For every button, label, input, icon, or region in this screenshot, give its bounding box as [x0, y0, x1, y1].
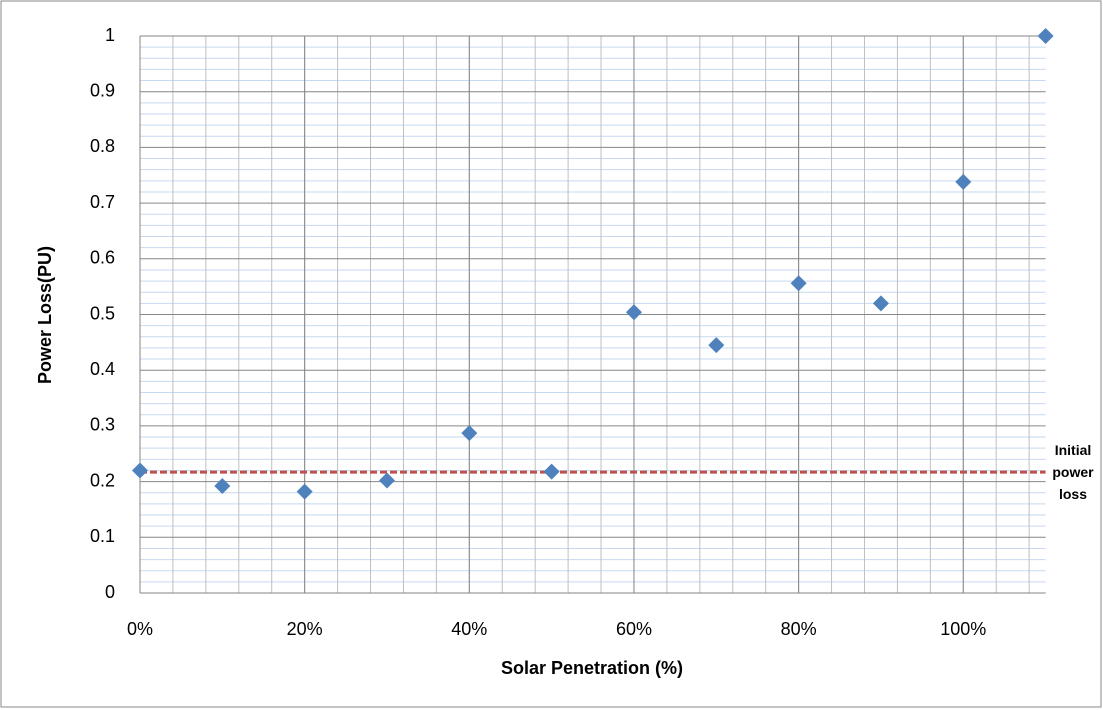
marker [378, 472, 395, 489]
x-tick-label: 80% [781, 619, 817, 639]
marker [1037, 28, 1054, 44]
y-tick-label: 0.8 [90, 136, 115, 156]
y-tick-label: 1 [105, 25, 115, 45]
x-tick-label: 40% [451, 619, 487, 639]
y-tick-label: 0.2 [90, 470, 115, 490]
y-tick-label: 0.7 [90, 192, 115, 212]
marker [872, 295, 889, 312]
x-tick-label: 20% [287, 619, 323, 639]
x-axis-title: Solar Penetration (%) [501, 658, 683, 678]
y-tick-label: 0.9 [90, 80, 115, 100]
marker [132, 462, 148, 479]
reference-label: Initial power loss [1052, 442, 1094, 503]
marker [790, 275, 807, 292]
x-tick-label: 60% [616, 619, 652, 639]
marker [461, 425, 478, 442]
y-tick-label: 0.5 [90, 303, 115, 323]
marker [708, 337, 725, 354]
y-tick-label: 0.3 [90, 415, 115, 435]
y-axis-title: Power Loss(PU) [35, 246, 55, 384]
y-tick-label: 0.6 [90, 248, 115, 268]
x-tick-label: 100% [940, 619, 986, 639]
marker [214, 478, 231, 495]
marker [543, 463, 560, 480]
y-tick-label: 0.4 [90, 359, 115, 379]
marker [296, 483, 313, 500]
y-tick-label: 0 [105, 582, 115, 602]
y-tick-label: 0.1 [90, 526, 115, 546]
x-tick-label: 0% [127, 619, 153, 639]
marker [625, 304, 642, 321]
marker [955, 173, 972, 190]
